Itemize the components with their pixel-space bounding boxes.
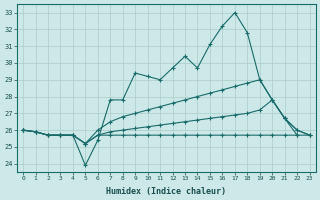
X-axis label: Humidex (Indice chaleur): Humidex (Indice chaleur) — [106, 187, 226, 196]
